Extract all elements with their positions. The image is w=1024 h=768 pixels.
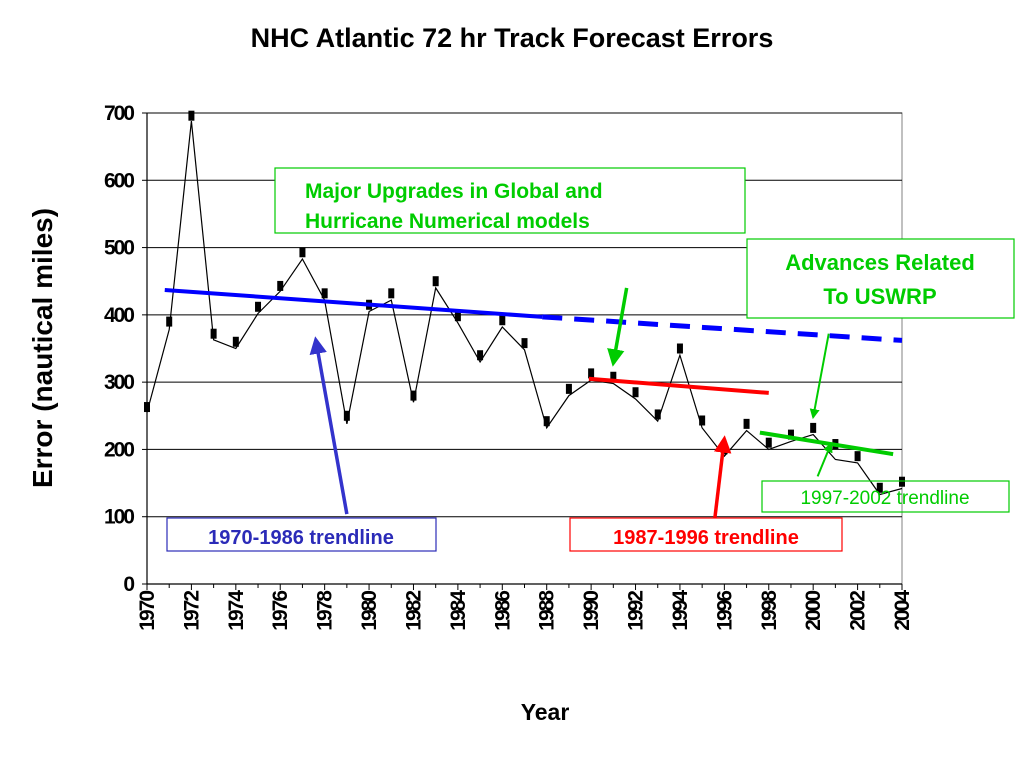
x-tick-label: 1990	[580, 591, 603, 631]
data-point	[521, 338, 528, 349]
y-tick-label: 700	[104, 102, 134, 125]
data-point	[477, 350, 484, 361]
x-tick-label: 2004	[891, 590, 914, 631]
annotation-text: 1997-2002 trendline	[800, 488, 969, 509]
data-point	[632, 387, 639, 398]
data-point	[299, 247, 306, 258]
annotation-box	[746, 238, 1015, 319]
data-point	[876, 482, 883, 493]
data-point	[388, 288, 395, 299]
x-tick-label: 1982	[402, 591, 425, 631]
annotation-box	[761, 480, 1010, 513]
series-layer	[144, 110, 905, 496]
x-tick-label: 1970	[136, 591, 159, 631]
x-tick-label: 1972	[180, 591, 203, 631]
x-tick-label: 1984	[447, 590, 470, 631]
y-tick-label: 300	[104, 371, 134, 394]
x-tick-label: 1996	[713, 591, 736, 631]
trendline	[164, 287, 543, 319]
x-tick-label: 1988	[536, 590, 559, 631]
trendline-dashed	[542, 314, 903, 343]
data-point	[255, 301, 262, 312]
data-point	[787, 429, 794, 440]
data-point	[676, 343, 683, 354]
x-tick-label: 2002	[847, 591, 870, 631]
annotation-uswrp: Advances Related To USWRP	[746, 238, 1015, 319]
x-axis-title: Year	[521, 699, 570, 725]
x-tick-label: 1974	[225, 590, 248, 631]
data-point	[765, 437, 772, 448]
annotation-arrow	[711, 435, 732, 532]
y-tick-label: 600	[104, 169, 134, 192]
annotation-arrow	[809, 333, 830, 420]
data-point	[543, 416, 550, 427]
x-tick-label: 1980	[358, 591, 381, 631]
x-tick-label: 1998	[758, 590, 781, 631]
x-tick-label: 1978	[314, 590, 337, 631]
annotation-text: 1987-1996 trendline	[613, 527, 799, 549]
annotation-arrows	[309, 287, 833, 532]
data-point	[232, 336, 239, 347]
axes: 0 100 200 300 400 500 600 700 1970 1972 1974 1976 19…	[104, 102, 914, 631]
data-point	[588, 368, 595, 379]
annotation-trend-1970-1986: 1970-1986 trendline	[166, 517, 437, 552]
y-tick-label: 0	[123, 573, 134, 596]
y-tick-label: 100	[104, 506, 134, 529]
annotation-arrow	[816, 442, 833, 477]
annotation-text: Major Upgrades in Global and	[305, 180, 603, 203]
annotation-major-upgrades: Major Upgrades in Global and Hurricane N…	[274, 167, 746, 234]
data-point	[854, 451, 861, 462]
annotation-arrow	[607, 287, 629, 367]
data-point	[899, 476, 905, 487]
trendline	[588, 376, 769, 395]
data-point	[699, 415, 706, 426]
annotation-trend-1987-1996: 1987-1996 trendline	[569, 517, 843, 552]
trendline	[759, 430, 894, 457]
y-tick-label: 400	[104, 304, 134, 327]
annotation-box	[166, 517, 437, 552]
data-point	[499, 315, 506, 326]
annotation-arrow	[309, 336, 349, 515]
x-tick-label: 1976	[269, 591, 292, 631]
y-axis-title: Error (nautical miles)	[27, 208, 58, 488]
annotation-trend-1997-2002: 1997-2002 trendline	[761, 480, 1010, 513]
data-point	[610, 371, 617, 382]
data-point	[277, 280, 284, 291]
annotation-box	[569, 517, 843, 552]
annotation-text: 1970-1986 trendline	[208, 527, 394, 549]
y-tick-label: 200	[104, 438, 134, 461]
x-tick-label: 2000	[802, 591, 825, 631]
annotation-box	[274, 167, 746, 234]
x-tick-label: 1994	[669, 590, 692, 631]
data-point	[410, 390, 417, 401]
data-point	[565, 383, 572, 394]
data-point	[188, 110, 195, 121]
data-point	[810, 422, 817, 433]
data-point	[321, 288, 328, 299]
chart-title: NHC Atlantic 72 hr Track Forecast Errors	[251, 23, 774, 53]
annotation-text: Hurricane Numerical models	[305, 210, 590, 233]
data-point	[210, 328, 217, 339]
data-point	[343, 410, 350, 421]
x-tick-label: 1986	[491, 591, 514, 631]
data-point	[654, 409, 661, 420]
x-tick-label: 1992	[625, 591, 648, 631]
annotation-text: Advances Related	[785, 250, 975, 275]
data-point	[454, 311, 461, 322]
data-point	[743, 418, 750, 429]
y-tick-label: 500	[104, 237, 134, 260]
data-point	[166, 316, 173, 327]
annotation-text: To USWRP	[823, 284, 936, 309]
data-point	[432, 276, 439, 287]
